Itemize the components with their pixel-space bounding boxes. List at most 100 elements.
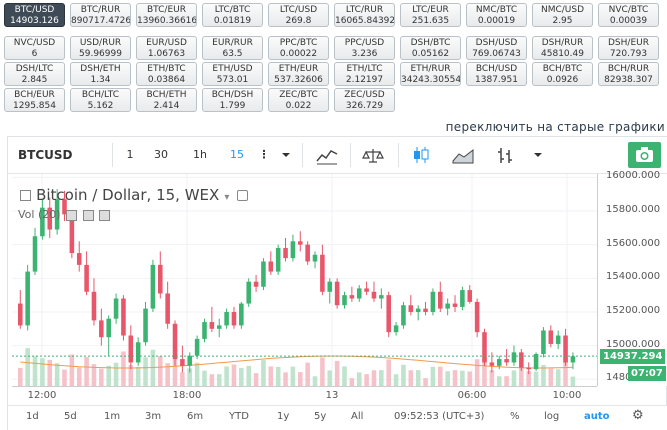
range-6m[interactable]: 6m xyxy=(187,411,204,422)
symbol-search[interactable]: BTCUSD xyxy=(18,148,73,162)
more-intervals-icon[interactable]: ⋮ xyxy=(258,148,270,161)
candle-body xyxy=(445,303,450,309)
camera-icon xyxy=(636,147,653,162)
ticker-pair: PPC/BTC xyxy=(279,38,318,48)
range-1y[interactable]: 1y xyxy=(277,411,290,422)
ticker-bch-ltc[interactable]: BCH/LTC 5.162 xyxy=(70,88,131,112)
candle-body xyxy=(261,261,266,287)
ticker-ltc-btc[interactable]: LTC/BTC 0.01819 xyxy=(202,3,263,27)
ticker-dsh-rur[interactable]: DSH/RUR 45810.49 xyxy=(532,36,593,60)
switch-old-charts-link[interactable]: переключить на старые графики xyxy=(445,120,665,134)
time-axis[interactable]: 12:00 18:00 13 06:00 10:00 xyxy=(12,386,597,405)
volume-bar xyxy=(379,370,384,386)
legend-dropdown-icon[interactable]: ▾ xyxy=(224,192,230,203)
volume-bar xyxy=(32,356,38,386)
range-ytd[interactable]: YTD xyxy=(229,411,249,422)
volume-bar xyxy=(386,359,391,386)
auto-scale-toggle[interactable]: auto xyxy=(584,411,610,422)
ticker-dsh-eur[interactable]: DSH/EUR 720.793 xyxy=(598,36,659,60)
ticker-bch-usd[interactable]: BCH/USD 1387.951 xyxy=(466,62,527,86)
candle-body xyxy=(194,338,200,356)
range-all[interactable]: All xyxy=(351,411,364,422)
price-tick-label: 15400.000 xyxy=(606,271,661,283)
volume-settings-icon[interactable] xyxy=(82,209,94,221)
ticker-dsh-ltc[interactable]: DSH/LTC 2.845 xyxy=(4,62,65,86)
ticker-bch-eth[interactable]: BCH/ETH 2.414 xyxy=(136,88,197,112)
ticker-pair: BTC/USD xyxy=(14,5,55,15)
indicators-icon[interactable] xyxy=(310,141,344,169)
snapshot-camera-button[interactable] xyxy=(628,142,661,168)
ticker-bch-rur[interactable]: BCH/RUR 82938.307 xyxy=(598,62,659,86)
range-5y[interactable]: 5y xyxy=(314,411,327,422)
ticker-price: 0.01819 xyxy=(213,16,252,26)
ticker-ltc-eur[interactable]: LTC/EUR 251.635 xyxy=(400,3,461,27)
candles-style-icon[interactable] xyxy=(404,141,438,169)
log-scale-toggle[interactable]: log xyxy=(544,411,560,422)
price-axis[interactable]: 16000.000 15800.000 15600.000 15400.000 1520… xyxy=(597,170,667,386)
ticker-nmc-btc[interactable]: NMC/BTC 0.00019 xyxy=(466,3,527,27)
range-5d[interactable]: 5d xyxy=(64,411,77,422)
candle-body xyxy=(84,264,89,292)
ticker-usd-rur[interactable]: USD/RUR 59.96999 xyxy=(70,36,131,60)
volume-bar xyxy=(563,357,568,386)
ticker-eth-rur[interactable]: ETH/RUR 34243.30554 xyxy=(400,62,461,86)
range-1m[interactable]: 1m xyxy=(104,411,121,422)
ticker-nvc-btc[interactable]: NVC/BTC 0.00039 xyxy=(598,3,659,27)
candle-body xyxy=(430,291,436,312)
volume-bar xyxy=(231,364,237,386)
ticker-eth-btc[interactable]: ETH/BTC 0.03864 xyxy=(136,62,197,86)
ticker-zec-usd[interactable]: ZEC/USD 326.729 xyxy=(334,88,395,112)
ticker-ppc-usd[interactable]: PPC/USD 3.236 xyxy=(334,36,395,60)
ticker-btc-usd[interactable]: BTC/USD 14903.126 xyxy=(4,3,65,27)
range-1d[interactable]: 1d xyxy=(26,411,39,422)
bars-style-icon[interactable] xyxy=(488,141,522,169)
candle-body xyxy=(128,335,134,363)
chevron-down-icon[interactable] xyxy=(276,141,296,169)
interval-15[interactable]: 15 xyxy=(230,148,244,161)
candle-body xyxy=(172,323,178,360)
ticker-btc-rur[interactable]: BTC/RUR 890717.4726 xyxy=(70,3,131,27)
area-style-icon[interactable] xyxy=(446,141,480,169)
ticker-dsh-btc[interactable]: DSH/BTC 0.05162 xyxy=(400,36,461,60)
interval-1[interactable]: 1 xyxy=(126,148,134,161)
candle-body xyxy=(555,335,561,344)
ticker-ltc-usd[interactable]: LTC/USD 269.8 xyxy=(268,3,329,27)
volume-bar xyxy=(69,354,75,386)
ticker-price: 573.01 xyxy=(216,75,249,85)
ticker-ltc-rur[interactable]: LTC/RUR 16065.84392 xyxy=(334,3,395,27)
chevron-down-icon[interactable] xyxy=(528,141,548,169)
volume-close-icon[interactable] xyxy=(99,209,111,221)
volume-visibility-icon[interactable] xyxy=(66,209,78,221)
ticker-price: 0.00039 xyxy=(609,16,648,26)
ticker-bch-btc[interactable]: BCH/BTC 0.0926 xyxy=(532,62,593,86)
ticker-ppc-btc[interactable]: PPC/BTC 0.00022 xyxy=(268,36,329,60)
volume-bar xyxy=(194,362,200,386)
ticker-zec-btc[interactable]: ZEC/BTC 0.022 xyxy=(268,88,329,112)
ticker-bch-eur[interactable]: BCH/EUR 1295.854 xyxy=(4,88,65,112)
volume-bar xyxy=(438,366,443,386)
ticker-eur-usd[interactable]: EUR/USD 1.06763 xyxy=(136,36,197,60)
ticker-nvc-usd[interactable]: NVC/USD 6 xyxy=(4,36,65,60)
ticker-dsh-eth[interactable]: DSH/ETH 1.34 xyxy=(70,62,131,86)
ticker-eur-rur[interactable]: EUR/RUR 63.5 xyxy=(202,36,263,60)
candle-body xyxy=(364,288,369,292)
range-3m[interactable]: 3m xyxy=(145,411,162,422)
time-tick-label: 13 xyxy=(325,390,339,401)
collapse-legend-icon[interactable] xyxy=(20,190,31,201)
percent-scale-toggle[interactable]: % xyxy=(510,411,520,422)
legend-settings-icon[interactable] xyxy=(236,190,248,201)
gear-icon[interactable]: ⚙ xyxy=(632,408,644,423)
price-chart[interactable] xyxy=(12,174,597,386)
compare-scales-icon[interactable] xyxy=(356,141,390,169)
ticker-eth-ltc[interactable]: ETH/LTC 2.12197 xyxy=(334,62,395,86)
ticker-btc-eur[interactable]: BTC/EUR 13960.36616 xyxy=(136,3,197,27)
ticker-nmc-usd[interactable]: NMC/USD 2.95 xyxy=(532,3,593,27)
ticker-price: 537.32606 xyxy=(274,75,323,85)
volume-bar xyxy=(268,366,274,386)
ticker-dsh-usd[interactable]: DSH/USD 769.06743 xyxy=(466,36,527,60)
ticker-eth-usd[interactable]: ETH/USD 573.01 xyxy=(202,62,263,86)
interval-1h[interactable]: 1h xyxy=(193,148,207,161)
ticker-eth-eur[interactable]: ETH/EUR 537.32606 xyxy=(268,62,329,86)
interval-30[interactable]: 30 xyxy=(154,148,168,161)
ticker-bch-dsh[interactable]: BCH/DSH 1.799 xyxy=(202,88,263,112)
